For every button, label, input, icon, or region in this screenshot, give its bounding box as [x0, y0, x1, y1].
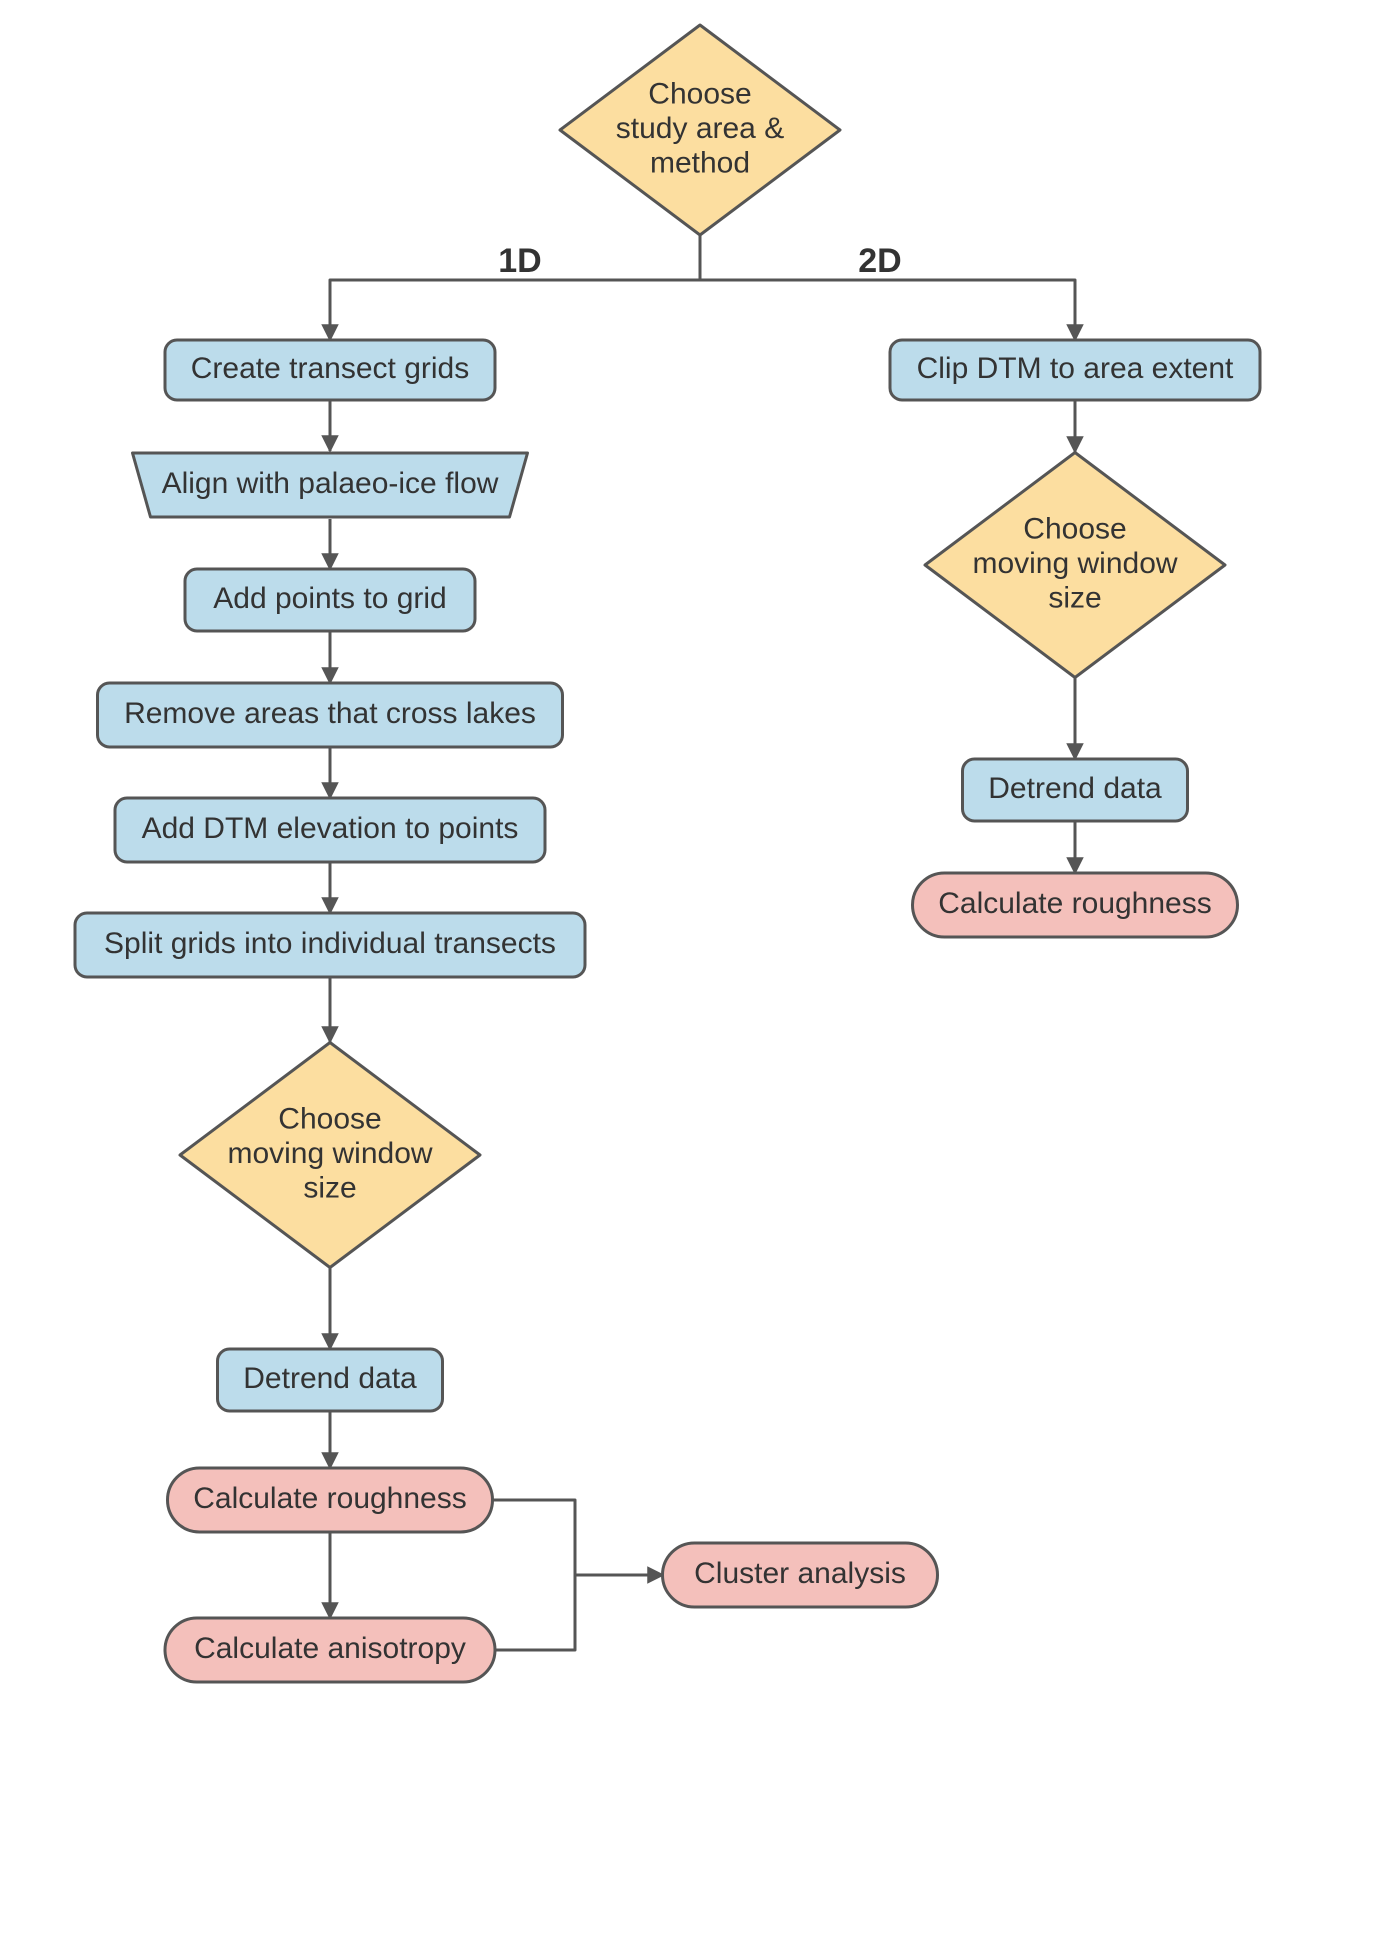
flow-node-label: Choose	[648, 77, 751, 110]
flow-node-label: Calculate anisotropy	[194, 1632, 466, 1665]
flow-node-label: Detrend data	[243, 1362, 417, 1395]
flow-node-label: Cluster analysis	[694, 1557, 906, 1590]
flow-edge	[493, 1500, 575, 1650]
flow-node-label: Choose	[1023, 512, 1126, 545]
flow-node-label: Calculate roughness	[193, 1482, 467, 1515]
flow-node-label: Calculate roughness	[938, 887, 1212, 920]
flow-node-label: Remove areas that cross lakes	[124, 697, 536, 730]
flow-node-label: Align with palaeo-ice flow	[162, 467, 499, 500]
flow-node-label: Add points to grid	[213, 582, 446, 615]
edge-label: 2D	[858, 242, 901, 280]
flow-node-label: size	[1048, 581, 1101, 614]
flow-node-label: study area &	[616, 112, 784, 145]
flow-node-label: Choose	[278, 1102, 381, 1135]
flow-node-label: moving window	[972, 547, 1177, 580]
flowchart-canvas: 1D2DChoosestudy area &methodCreate trans…	[0, 0, 1400, 1960]
flow-node-label: Add DTM elevation to points	[142, 812, 519, 845]
edge-label: 1D	[498, 242, 541, 280]
flow-node-label: size	[303, 1171, 356, 1204]
flow-node-label: moving window	[227, 1137, 432, 1170]
flow-node-label: Clip DTM to area extent	[917, 352, 1234, 385]
flow-node-label: Detrend data	[988, 772, 1162, 805]
flow-node-label: Split grids into individual transects	[104, 927, 556, 960]
flow-node-label: Create transect grids	[191, 352, 469, 385]
flow-node-label: method	[650, 146, 750, 179]
